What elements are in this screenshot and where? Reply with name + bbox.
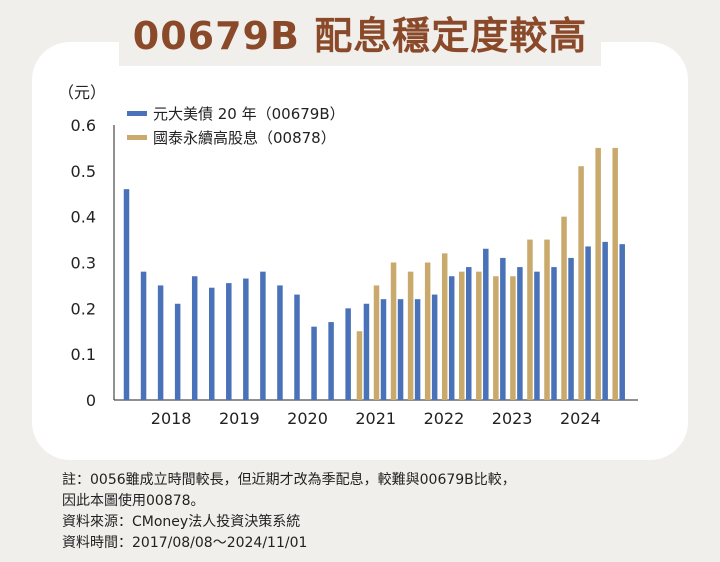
y-unit-label: （元）	[58, 83, 106, 102]
bar-00679b-20	[466, 267, 472, 400]
x-tick-label-2018: 2018	[151, 409, 192, 428]
bar-00878-18	[424, 262, 431, 400]
bar-00878-26	[561, 216, 567, 400]
bar-00679b-24	[534, 271, 540, 400]
source-line: 資料來源：CMoney法人投資決策系統	[62, 514, 301, 530]
bar-00878-16	[390, 262, 397, 400]
bar-chart: （元） 0 0.1 0.2 0.3 0.4 0.5 0.6 2018 2019 2020 2021…	[58, 83, 638, 428]
bar-00679b-0	[123, 189, 130, 400]
bar-00679b-13	[345, 308, 351, 400]
bar-00679b-14	[363, 303, 370, 400]
bar-00679b-5	[209, 287, 215, 400]
bar-00679b-4	[191, 276, 198, 400]
bar-00878-23	[510, 276, 516, 400]
chart-title: 00679B 配息穩定度較高	[118, 6, 602, 66]
title-banner: 00679B 配息穩定度較高	[0, 6, 720, 66]
bar-00878-28	[595, 147, 601, 400]
x-tick-labels: 2018 2019 2020 2021 2022 2023 2024	[151, 409, 601, 428]
bar-00679b-11	[311, 326, 317, 400]
bar-00679b-28	[602, 241, 608, 400]
x-tick-label-2019: 2019	[219, 409, 260, 428]
bar-00679b-1	[140, 271, 147, 400]
legend-swatch-00679b	[127, 111, 147, 116]
bar-00878-24	[527, 239, 533, 400]
y-tick-label: 0.2	[71, 299, 96, 318]
bar-series	[123, 147, 625, 400]
footnotes: 註：0056雖成立時間較長，但近期才改為季配息，較難與00679B比較， 因此本…	[62, 470, 702, 554]
bar-00679b-3	[174, 303, 181, 400]
bar-00679b-6	[226, 283, 232, 400]
bar-00679b-2	[157, 285, 164, 400]
x-tick-label-2021: 2021	[355, 409, 396, 428]
bar-00679b-8	[260, 271, 266, 400]
x-tick-label-2024: 2024	[560, 409, 601, 428]
bar-00679b-22	[500, 257, 506, 400]
footnote-line-1: 註：0056雖成立時間較長，但近期才改為季配息，較難與00679B比較，	[62, 472, 516, 488]
bar-00679b-25	[551, 267, 557, 400]
bar-00679b-26	[568, 257, 574, 400]
bar-00878-19	[441, 253, 448, 400]
bar-00679b-18	[431, 294, 438, 400]
bar-00878-25	[544, 239, 550, 400]
y-tick-label: 0.5	[71, 162, 96, 181]
y-tick-label: 0.1	[71, 345, 96, 364]
bar-00679b-21	[483, 248, 489, 400]
y-tick-label: 0.3	[71, 254, 96, 273]
bar-00878-17	[407, 271, 414, 400]
bar-00679b-9	[277, 285, 283, 400]
y-tick-label: 0	[86, 391, 96, 410]
bar-00878-29	[612, 147, 618, 400]
x-tick-label-2020: 2020	[287, 409, 328, 428]
x-tick-label-2023: 2023	[492, 409, 533, 428]
date-range-line: 資料時間：2017/08/08～2024/11/01	[62, 535, 308, 551]
bar-00679b-7	[243, 278, 249, 400]
footnote-line-2: 因此本圖使用00878。	[62, 493, 205, 509]
bar-00878-20	[459, 271, 465, 400]
bar-00878-27	[578, 166, 584, 400]
x-tick-label-2022: 2022	[424, 409, 465, 428]
bar-00679b-12	[328, 322, 334, 400]
bar-00878-22	[493, 276, 499, 400]
bar-00679b-19	[448, 276, 455, 400]
y-tick-labels: 0 0.1 0.2 0.3 0.4 0.5 0.6	[71, 116, 96, 410]
bar-00679b-15	[380, 299, 387, 400]
bar-00679b-27	[585, 246, 591, 400]
legend-swatch-00878	[127, 135, 147, 140]
y-tick-label: 0.6	[71, 116, 96, 135]
bar-00679b-16	[397, 299, 404, 400]
legend-label-00878: 國泰永續高股息（00878）	[153, 129, 336, 147]
legend: 元大美債 20 年（00679B） 國泰永續高股息（00878）	[127, 105, 345, 147]
bar-00878-14	[356, 331, 363, 400]
y-tick-label: 0.4	[71, 208, 96, 227]
bar-00679b-29	[619, 244, 625, 400]
bar-00878-21	[476, 271, 482, 400]
bar-00679b-23	[517, 267, 523, 400]
bar-00679b-17	[414, 299, 421, 400]
bar-00679b-10	[294, 294, 300, 400]
legend-label-00679b: 元大美債 20 年（00679B）	[153, 105, 345, 123]
bar-00878-15	[373, 285, 380, 400]
